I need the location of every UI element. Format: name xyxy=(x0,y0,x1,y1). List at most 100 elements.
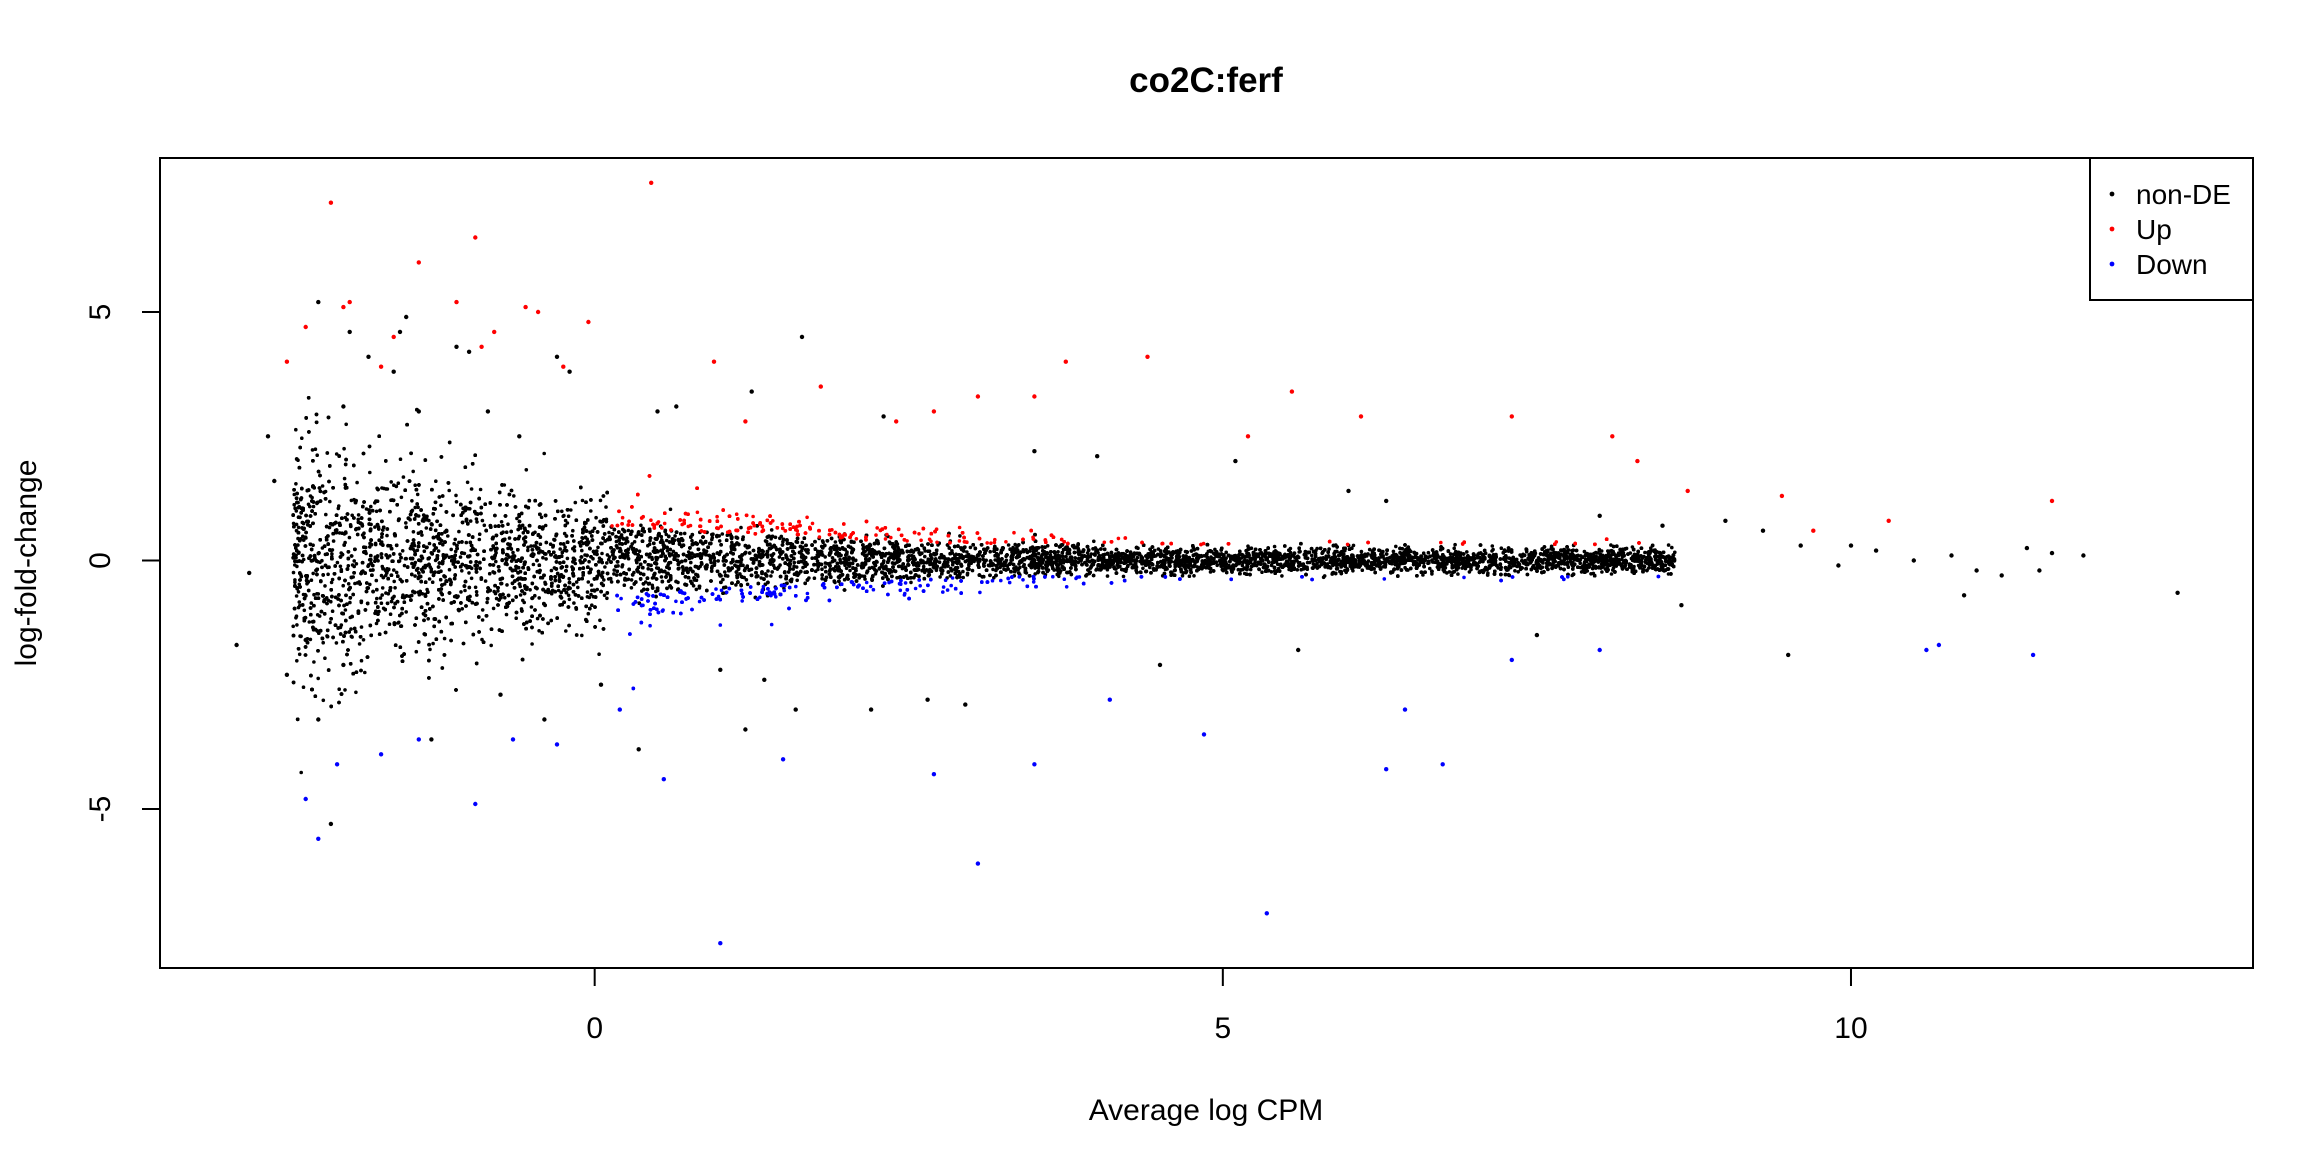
background-point xyxy=(475,520,479,524)
background-point xyxy=(823,561,828,565)
background-point xyxy=(380,535,384,539)
background-point xyxy=(394,570,399,575)
background-point xyxy=(531,562,536,567)
background-point xyxy=(1260,570,1264,574)
background-point xyxy=(388,612,393,616)
background-point xyxy=(460,569,464,573)
background-point xyxy=(369,504,373,509)
background-point xyxy=(585,590,590,594)
background-point xyxy=(453,549,458,554)
background-point xyxy=(308,494,313,498)
background-point xyxy=(592,526,597,531)
background-point xyxy=(788,561,792,565)
background-point xyxy=(622,583,627,587)
background-point xyxy=(530,642,534,646)
background-point xyxy=(315,453,320,458)
background-point xyxy=(473,585,478,590)
background-point xyxy=(428,647,432,652)
background-point xyxy=(1606,551,1611,556)
background-point xyxy=(597,652,601,656)
background-point xyxy=(329,580,334,585)
background-point xyxy=(483,579,488,583)
background-point xyxy=(590,588,594,593)
background-point xyxy=(561,514,565,519)
background-point xyxy=(921,564,926,569)
background-point xyxy=(396,621,400,625)
background-point xyxy=(361,638,366,642)
background-point xyxy=(1351,543,1356,548)
background-point xyxy=(1578,557,1583,562)
background-point xyxy=(710,532,714,537)
background-point xyxy=(469,487,474,491)
background-point xyxy=(576,585,580,590)
background-point xyxy=(833,540,838,544)
background-point xyxy=(1666,543,1671,547)
background-point xyxy=(295,564,299,569)
background-point xyxy=(589,592,593,597)
background-point xyxy=(334,641,339,645)
background-point xyxy=(459,590,463,594)
background-point xyxy=(612,572,616,576)
background-point xyxy=(594,515,598,520)
background-point xyxy=(548,542,553,546)
background-point xyxy=(493,524,498,528)
background-point xyxy=(1295,559,1299,563)
background-point xyxy=(328,499,332,504)
background-point xyxy=(411,530,416,534)
background-point xyxy=(1141,566,1145,571)
background-point xyxy=(794,565,799,569)
background-point xyxy=(1453,542,1457,547)
background-point xyxy=(478,487,483,492)
background-point xyxy=(320,484,325,488)
background-point xyxy=(965,571,970,576)
background-point xyxy=(668,507,673,512)
background-point xyxy=(742,575,746,580)
background-point xyxy=(308,637,313,642)
background-point xyxy=(1257,567,1261,571)
background-point xyxy=(373,541,378,546)
background-point xyxy=(650,555,654,560)
background-point xyxy=(449,547,454,552)
background-point xyxy=(441,542,445,547)
background-point xyxy=(1056,550,1060,554)
background-point xyxy=(725,533,730,537)
background-point xyxy=(292,492,297,497)
background-point xyxy=(428,565,433,569)
background-point xyxy=(590,603,594,607)
background-point xyxy=(1224,550,1228,555)
background-point xyxy=(512,494,516,498)
background-point xyxy=(337,687,342,691)
background-point xyxy=(574,580,579,584)
background-point xyxy=(961,575,965,580)
background-point xyxy=(295,623,299,627)
background-point xyxy=(368,470,372,475)
background-point xyxy=(1309,553,1314,558)
background-point xyxy=(938,575,942,579)
background-point xyxy=(480,637,484,642)
background-point xyxy=(745,582,750,587)
background-point xyxy=(335,560,340,565)
background-point xyxy=(474,590,479,594)
background-point xyxy=(460,607,465,611)
background-point xyxy=(373,525,377,529)
background-point xyxy=(1360,568,1365,572)
background-point xyxy=(958,534,962,538)
background-point xyxy=(356,513,361,517)
background-point xyxy=(816,567,820,572)
background-point xyxy=(330,577,335,582)
background-point xyxy=(896,545,900,550)
background-point xyxy=(1431,560,1435,564)
background-point xyxy=(294,482,298,486)
background-point xyxy=(1305,560,1310,565)
background-point xyxy=(378,596,383,600)
background-point xyxy=(433,546,438,551)
background-point xyxy=(665,549,670,553)
background-point xyxy=(544,557,548,561)
background-point xyxy=(342,476,347,481)
background-point xyxy=(467,571,471,575)
background-point xyxy=(842,577,847,582)
background-point xyxy=(573,500,578,505)
background-point xyxy=(922,561,926,565)
background-point xyxy=(1643,550,1647,555)
background-point xyxy=(328,620,332,625)
